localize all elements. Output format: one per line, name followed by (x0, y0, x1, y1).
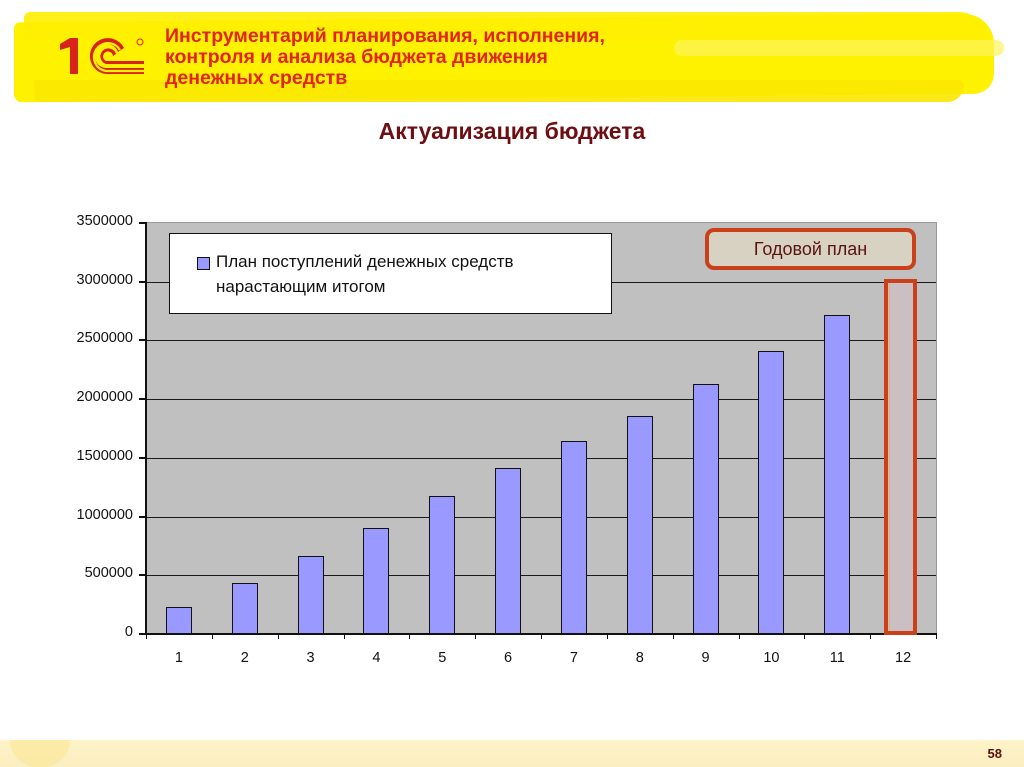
annual-plan-callout: Годовой план (705, 228, 916, 270)
y-tick (139, 515, 146, 518)
header-title-line-2: контроля и анализа бюджета движения (165, 46, 548, 68)
page-number: 58 (987, 746, 1002, 761)
x-tick-label: 12 (895, 650, 912, 666)
bar-month-5 (429, 496, 456, 633)
chart-title: Актуализация бюджета (378, 118, 646, 144)
x-tick (211, 633, 213, 639)
x-tick-label: 1 (174, 650, 183, 666)
x-tick-label: 10 (763, 650, 780, 666)
bar-month-10 (758, 351, 785, 633)
1c-logo-icon (60, 38, 144, 74)
x-tick-label: 2 (240, 650, 249, 666)
gridline-2500000 (146, 340, 936, 342)
y-axis (145, 222, 147, 634)
x-tick-label: 9 (701, 650, 710, 666)
y-tick (139, 339, 146, 342)
x-axis (140, 633, 937, 635)
x-tick (409, 633, 411, 639)
x-tick (343, 633, 345, 639)
y-tick-label: 1000000 (76, 506, 133, 523)
x-tick (475, 633, 477, 639)
legend-label-line-2: нарастающим итогом (216, 277, 386, 296)
header-title-line-1: Инструментарий планирования, исполнения, (165, 25, 605, 47)
bar-month-8 (626, 415, 653, 633)
bar-month-7 (560, 441, 587, 633)
gridline-1000000 (146, 516, 936, 518)
y-tick-label: 1500000 (76, 447, 133, 464)
bar-month-11 (824, 314, 851, 633)
x-tick-label: 3 (306, 650, 315, 666)
bar-month-1 (165, 607, 192, 633)
gridline-1500000 (146, 457, 936, 459)
legend-label-line-1: План поступлений денежных средств (216, 252, 514, 271)
x-tick-label: 5 (438, 650, 447, 666)
y-tick (139, 574, 146, 577)
x-tick (606, 633, 608, 639)
y-tick-label: 3000000 (76, 271, 133, 288)
x-tick (804, 633, 806, 639)
x-tick-label: 6 (504, 650, 513, 666)
gridline-500000 (146, 575, 936, 577)
legend-swatch-icon (197, 257, 210, 270)
slide-footer: 58 (0, 740, 1024, 767)
y-tick (139, 633, 146, 635)
header-highlight-band (14, 10, 1009, 103)
x-tick-label: 8 (635, 650, 644, 666)
x-tick-label: 7 (569, 650, 578, 666)
x-tick (870, 633, 872, 639)
header-title-line-3: денежных средств (165, 67, 348, 89)
chart-legend: План поступлений денежных средств нараст… (169, 233, 612, 314)
slide-header-title: Инструментарий планирования, исполнения,… (165, 26, 725, 89)
x-tick (936, 633, 937, 639)
y-tick (139, 456, 146, 459)
x-tick (541, 633, 542, 639)
x-tick (738, 633, 740, 639)
legend-label: План поступлений денежных средств нараст… (216, 249, 514, 299)
x-tick (277, 633, 279, 639)
y-tick-label: 3500000 (76, 213, 133, 229)
y-tick-label: 2000000 (76, 389, 133, 406)
bar-month-9 (692, 384, 719, 633)
y-tick-label: 0 (124, 624, 133, 640)
bar-month-3 (297, 556, 324, 633)
x-tick (672, 633, 674, 639)
annual-plan-highlight-box (884, 279, 917, 635)
bar-month-2 (231, 582, 258, 633)
x-tick-label: 11 (829, 650, 845, 666)
x-tick-label: 4 (372, 650, 381, 666)
y-tick-label: 2500000 (76, 330, 133, 347)
bar-month-6 (495, 468, 522, 633)
y-tick (139, 222, 146, 224)
gridline-2000000 (146, 399, 936, 401)
x-tick (146, 633, 147, 639)
bar-month-4 (363, 528, 390, 633)
y-tick (139, 398, 146, 401)
y-tick-label: 500000 (84, 565, 133, 582)
y-tick (139, 280, 146, 283)
